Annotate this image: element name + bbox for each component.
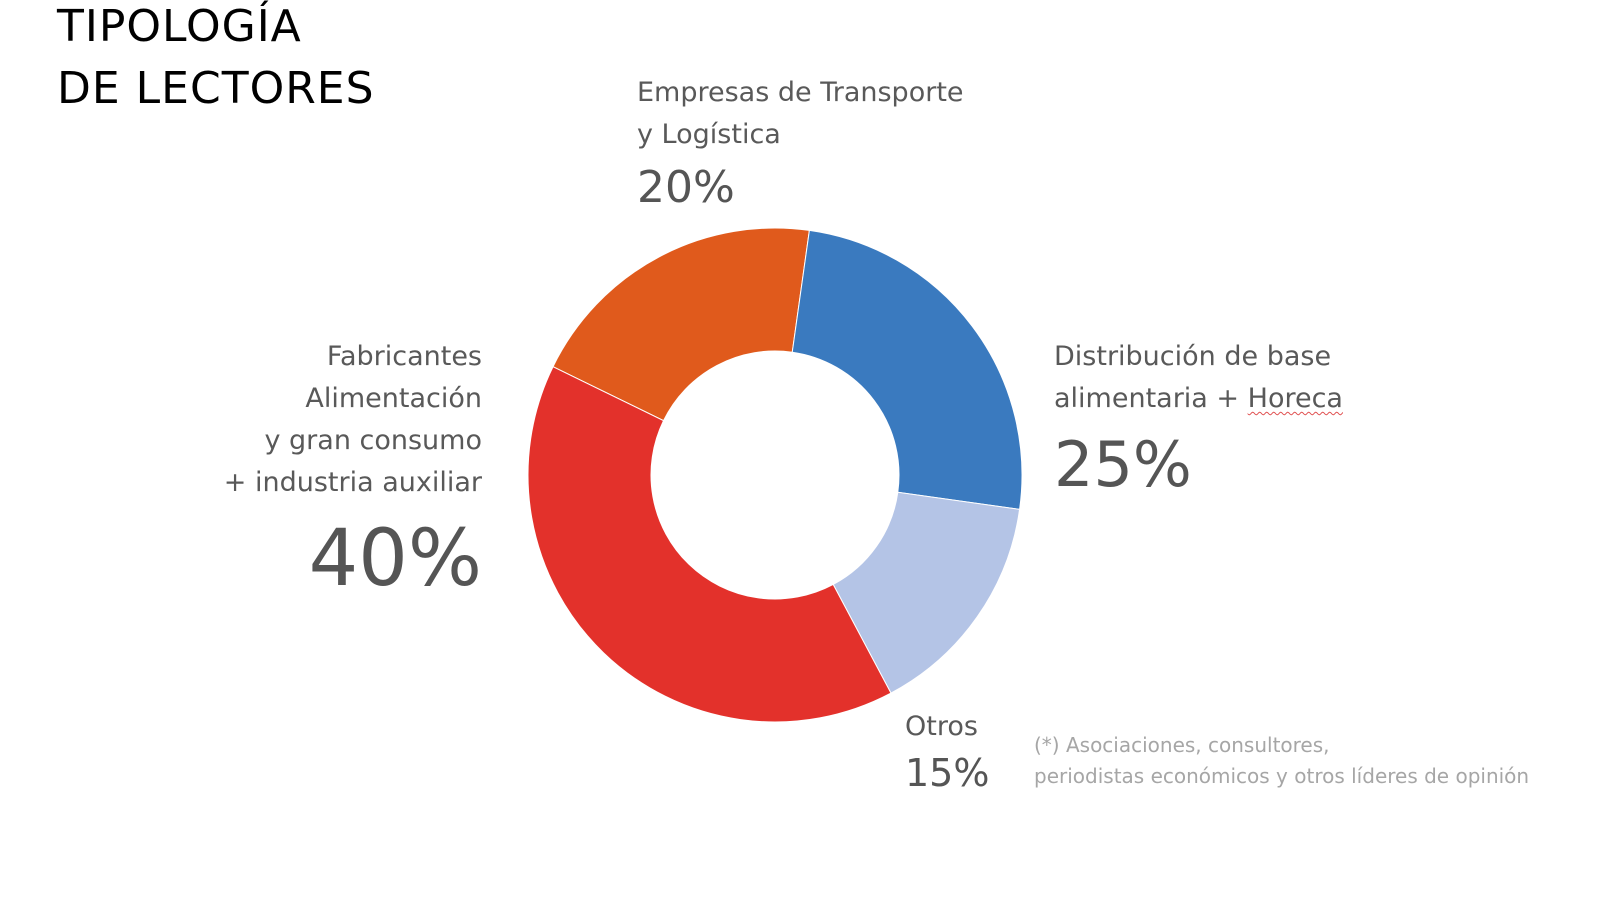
label-distribucion-line2: alimentaria + Horeca xyxy=(1054,378,1343,420)
label-fabricantes-line1: Fabricantes xyxy=(326,341,482,372)
label-transporte-percent: 20% xyxy=(637,162,735,213)
slice-fabricantes xyxy=(527,366,892,723)
label-distribucion-horeca: Horeca xyxy=(1247,383,1343,414)
label-fabricantes-line3: y gran consumo xyxy=(264,425,482,456)
footnote: (*) Asociaciones, consultores, periodist… xyxy=(1034,730,1529,792)
slice-otros xyxy=(832,491,1021,694)
title-line-2: DE LECTORES xyxy=(57,63,375,114)
label-otros: Otros 15% xyxy=(905,706,989,792)
label-fabricantes: Fabricantes Alimentación y gran consumo … xyxy=(224,336,482,598)
label-distribucion-percent: 25% xyxy=(1054,428,1192,501)
label-distribucion-line2-text: alimentaria + xyxy=(1054,383,1248,414)
label-otros-percent: 15% xyxy=(905,751,990,795)
footnote-line1: (*) Asociaciones, consultores, xyxy=(1034,733,1330,757)
label-transporte-line2: y Logística xyxy=(637,119,781,150)
label-transporte: Empresas de Transporte y Logística 20% xyxy=(637,72,964,210)
slice-transporte xyxy=(552,227,810,422)
label-fabricantes-line2: Alimentación xyxy=(305,383,482,414)
label-fabricantes-percent: 40% xyxy=(308,514,482,604)
slice-distribucion xyxy=(791,229,1023,510)
title-line-1: TIPOLOGÍA xyxy=(57,1,302,52)
label-transporte-line1: Empresas de Transporte xyxy=(637,77,964,108)
label-otros-line1: Otros xyxy=(905,711,978,742)
label-distribucion: Distribución de base alimentaria + Horec… xyxy=(1054,336,1343,496)
chart-title: TIPOLOGÍA DE LECTORES xyxy=(57,0,375,120)
footnote-line2: periodistas económicos y otros líderes d… xyxy=(1034,764,1530,788)
label-fabricantes-line4: + industria auxiliar xyxy=(223,467,482,498)
label-distribucion-line1: Distribución de base xyxy=(1054,341,1332,372)
